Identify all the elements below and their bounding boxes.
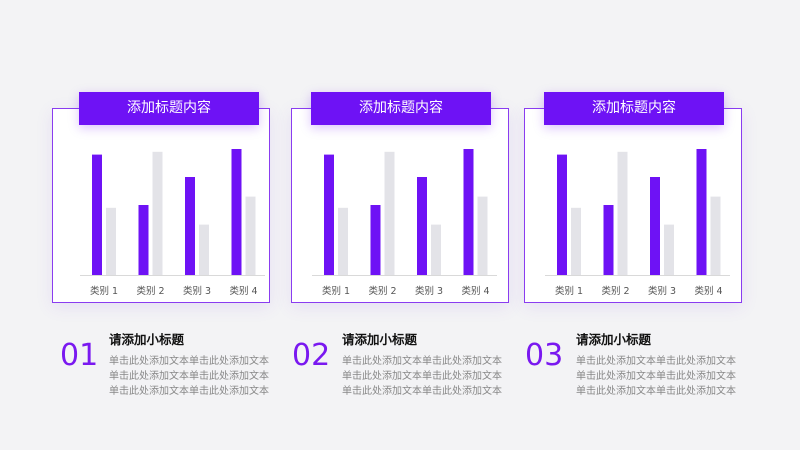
- bar-series-2-cat-1: [571, 207, 581, 275]
- bar-series-1-cat-2: [138, 205, 149, 275]
- card-title-2: 添加标题内容: [311, 92, 491, 125]
- section-number-1: 01: [60, 338, 99, 373]
- desc-line: 单击此处添加文本单击此处添加文本: [342, 386, 502, 397]
- card-title-1: 添加标题内容: [79, 92, 259, 125]
- x-tick-label: 类别 1: [90, 285, 118, 297]
- x-tick-label: 类别 3: [648, 285, 676, 297]
- bar-series-2-cat-2: [152, 151, 163, 275]
- bar-series-2-cat-1: [106, 207, 116, 275]
- bar-series-2-cat-4: [710, 196, 721, 275]
- x-tick-label: 类别 3: [415, 285, 443, 297]
- x-tick-label: 类别 2: [368, 285, 396, 297]
- section-subtitle-1: 请添加小标题: [109, 332, 185, 347]
- bar-series-1-cat-4: [463, 149, 474, 275]
- card-title-3: 添加标题内容: [544, 92, 724, 125]
- bar-series-1-cat-1: [92, 154, 102, 275]
- bar-series-2-cat-4: [245, 196, 256, 275]
- x-tick-label: 类别 1: [322, 285, 350, 297]
- bar-series-1-cat-2: [603, 205, 614, 275]
- section-desc-2: 单击此处添加文本单击此处添加文本 单击此处添加文本单击此处添加文本 单击此处添加…: [342, 354, 512, 399]
- desc-line: 单击此处添加文本单击此处添加文本: [342, 356, 502, 367]
- desc-line: 单击此处添加文本单击此处添加文本: [109, 371, 269, 382]
- section-number-3: 03: [525, 338, 564, 373]
- bar-series-1-cat-2: [370, 205, 381, 275]
- bar-series-2-cat-4: [477, 196, 488, 275]
- x-tick-label: 类别 4: [694, 285, 722, 297]
- bar-series-1-cat-3: [650, 177, 660, 275]
- section-subtitle-2: 请添加小标题: [342, 332, 418, 347]
- x-tick-label: 类别 1: [555, 285, 583, 297]
- bar-series-1-cat-3: [417, 177, 427, 275]
- x-tick-label: 类别 4: [229, 285, 257, 297]
- bar-series-1-cat-1: [324, 154, 334, 275]
- desc-line: 单击此处添加文本单击此处添加文本: [576, 386, 736, 397]
- x-tick-label: 类别 2: [136, 285, 164, 297]
- desc-line: 单击此处添加文本单击此处添加文本: [342, 371, 502, 382]
- desc-line: 单击此处添加文本单击此处添加文本: [109, 386, 269, 397]
- section-number-2: 02: [292, 338, 331, 373]
- bar-series-2-cat-3: [664, 224, 674, 275]
- x-tick-label: 类别 2: [601, 285, 629, 297]
- bar-series-2-cat-2: [384, 151, 395, 275]
- bar-series-1-cat-3: [185, 177, 195, 275]
- bar-series-2-cat-3: [199, 224, 209, 275]
- section-desc-3: 单击此处添加文本单击此处添加文本 单击此处添加文本单击此处添加文本 单击此处添加…: [576, 354, 746, 399]
- section-desc-1: 单击此处添加文本单击此处添加文本 单击此处添加文本单击此处添加文本 单击此处添加…: [109, 354, 279, 399]
- bar-series-2-cat-2: [617, 151, 628, 275]
- bar-series-1-cat-1: [557, 154, 567, 275]
- bar-series-2-cat-1: [338, 207, 348, 275]
- desc-line: 单击此处添加文本单击此处添加文本: [576, 371, 736, 382]
- x-tick-label: 类别 3: [183, 285, 211, 297]
- desc-line: 单击此处添加文本单击此处添加文本: [576, 356, 736, 367]
- section-subtitle-3: 请添加小标题: [576, 332, 652, 347]
- x-tick-label: 类别 4: [461, 285, 489, 297]
- bar-series-1-cat-4: [696, 149, 707, 275]
- bar-series-1-cat-4: [231, 149, 242, 275]
- bar-series-2-cat-3: [431, 224, 441, 275]
- desc-line: 单击此处添加文本单击此处添加文本: [109, 356, 269, 367]
